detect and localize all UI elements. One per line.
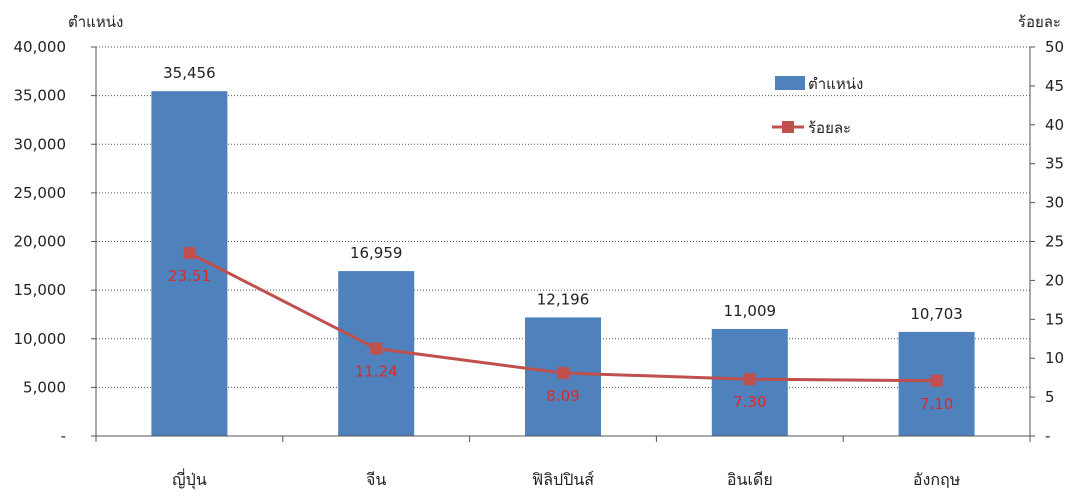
bar-value-label: 16,959 [350,244,403,262]
percent-value-label: 8.09 [546,387,579,405]
legend: ตำแหน่ง ร้อยละ [772,75,863,137]
y2-tick-label: 5 [1045,388,1055,406]
y-tick-label: 10,000 [14,330,67,348]
y-tick-label: 20,000 [14,233,67,251]
percent-value-label: 7.10 [920,395,953,413]
y2-tick-label: 10 [1045,349,1064,367]
bar-value-label: 35,456 [163,64,216,82]
y2-tick-label: 45 [1045,77,1064,95]
bar-value-label: 12,196 [537,290,590,308]
legend-bar-swatch [775,76,805,90]
bar [151,91,228,436]
y-tick-label: 35,000 [14,87,67,105]
y-tick-label: 25,000 [14,184,67,202]
axes: - 5,000 10,000 15,000 20,000 25,000 30,000 35,0… [14,38,1065,490]
legend-line-label: ร้อยละ [808,119,851,137]
y2-tick-label: 50 [1045,38,1064,56]
y-tick-label: 5,000 [23,378,66,396]
y-tick-label: 15,000 [14,281,67,299]
y2-axis-title: ร้อยละ [1018,13,1061,31]
legend-bar-label: ตำแหน่ง [808,75,863,93]
percent-value-label: 23.51 [168,267,211,285]
x-tick-label: อินเดีย [727,470,773,489]
line-marker [370,342,383,355]
percent-value-label: 11.24 [355,363,398,381]
x-tick-label: จีน [366,470,386,489]
y2-tick-label: 25 [1045,233,1064,251]
percent-value-label: 7.30 [733,393,766,411]
line-marker [557,367,569,380]
x-tick-label: อังกฤษ [913,470,960,489]
data-labels: 35,456 16,959 12,196 11,009 10,703 23.51 11.24… [163,64,963,413]
y2-tick-label: 20 [1045,271,1064,289]
line-marker [743,373,756,386]
y-axis-title: ตำแหน่ง [68,13,123,31]
y2-tick-label: 40 [1045,116,1064,134]
x-tick-label: ฟิลิปปินส์ [532,470,594,489]
legend-line-marker [782,121,794,133]
bar-value-label: 11,009 [724,302,777,320]
x-tick-label: ญี่ปุ่น [172,468,207,490]
bar-value-label: 10,703 [910,305,963,323]
bar-series [151,91,975,436]
line-series [183,247,943,387]
y2-tick-label: 35 [1045,155,1064,173]
line-marker [930,374,943,387]
y-tick-label: - [61,427,66,445]
y2-tick-label: - [1045,427,1050,445]
line-marker [183,247,196,260]
y-tick-label: 40,000 [14,38,67,56]
y2-tick-label: 15 [1045,310,1064,328]
y2-tick-label: 30 [1045,194,1064,212]
y-tick-label: 30,000 [14,135,67,153]
